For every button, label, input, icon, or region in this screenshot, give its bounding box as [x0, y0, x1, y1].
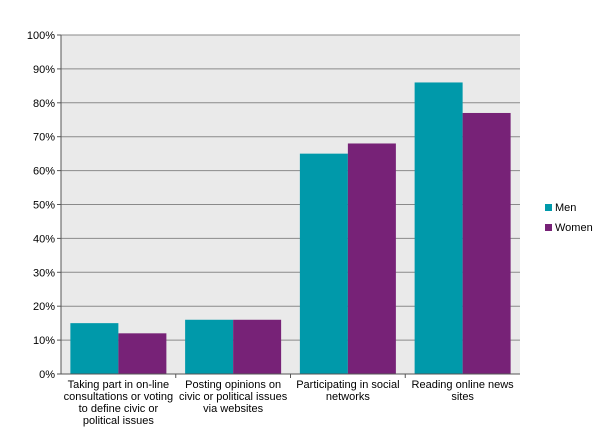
- category-label-line: civic or political issues: [179, 391, 288, 403]
- y-tick-labels: 0% 10% 20% 30% 40% 50% 60% 70% 80% 90% 100%: [27, 30, 55, 381]
- bar-women-3: [347, 143, 396, 374]
- category-label-line: Participating in social: [296, 379, 399, 391]
- bar-women-4: [462, 112, 511, 374]
- bar-women-2: [233, 319, 282, 374]
- category-label-line: to define civic or: [79, 403, 159, 415]
- axes: [60, 35, 520, 378]
- legend-label-women: Women: [555, 222, 593, 234]
- y-tick-label: 0%: [39, 369, 55, 381]
- category-label-line: sites: [451, 391, 474, 403]
- bar-men-3: [299, 153, 348, 374]
- legend-label-men: Men: [555, 202, 576, 214]
- y-tick-label: 20%: [33, 301, 55, 313]
- y-tick-label: 90%: [33, 64, 55, 76]
- y-tick-label: 40%: [33, 233, 55, 245]
- y-tick-label: 30%: [33, 267, 55, 279]
- bar-men-4: [414, 82, 463, 375]
- category-label: Taking part in on-line consultations or v…: [64, 379, 173, 427]
- y-tick-label: 80%: [33, 98, 55, 110]
- legend: Men Women: [545, 202, 593, 234]
- legend-swatch-women: [545, 224, 552, 231]
- category-label-line: Posting opinions on: [185, 379, 281, 391]
- category-label-line: Reading online news: [412, 379, 515, 391]
- y-tick-label: 10%: [33, 335, 55, 347]
- category-label: Reading online news sites: [412, 379, 515, 403]
- y-tick-label: 70%: [33, 132, 55, 144]
- legend-swatch-men: [545, 204, 552, 211]
- category-label-line: political issues: [83, 415, 154, 427]
- category-label: Posting opinions on civic or political is…: [179, 379, 288, 415]
- category-label-line: via websites: [203, 403, 263, 415]
- category-label-line: Taking part in on-line: [68, 379, 170, 391]
- y-tick-label: 100%: [27, 30, 55, 42]
- bar-men-1: [70, 323, 119, 374]
- y-tick-label: 60%: [33, 166, 55, 178]
- y-tick-label: 50%: [33, 200, 55, 212]
- bars: [70, 82, 511, 375]
- category-label-line: consultations or voting: [64, 391, 173, 403]
- bar-men-2: [185, 319, 234, 374]
- category-label: Participating in social networks: [296, 379, 399, 403]
- category-labels: Taking part in on-line consultations or v…: [64, 379, 515, 427]
- category-label-line: networks: [326, 391, 371, 403]
- bar-women-1: [118, 333, 167, 374]
